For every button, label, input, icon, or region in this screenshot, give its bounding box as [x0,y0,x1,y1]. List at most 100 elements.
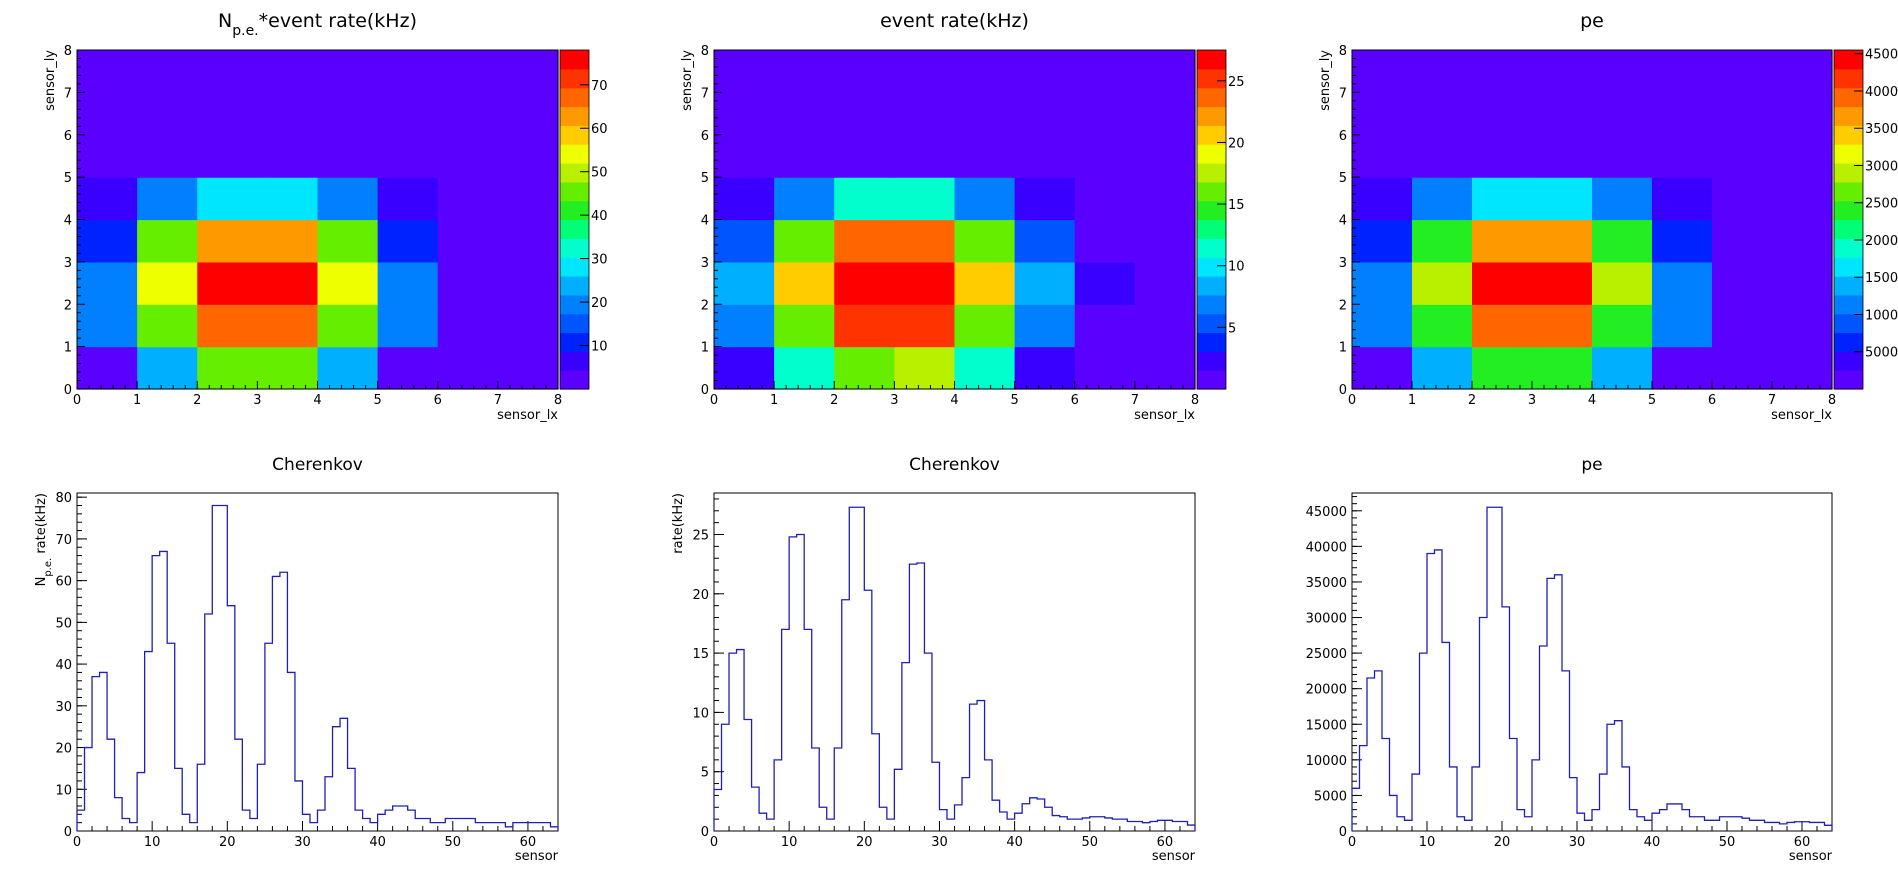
y-tick-label: 10000 [1306,754,1347,769]
x-axis-label: sensor [1152,849,1196,864]
y-tick-label: 3 [701,256,709,271]
y-tick-label: 7 [64,86,72,101]
x-tick-label: 10 [1419,835,1436,850]
heatmap-cell [497,304,559,348]
heatmap-cell [497,134,559,178]
y-tick-label: 30000 [1306,612,1347,627]
x-tick-label: 40 [1644,835,1661,850]
x-axis-label: sensor_lx [1771,408,1832,423]
heatmap-cell [954,134,1016,178]
heatmap-cell [77,92,138,136]
heatmap-cell [437,177,499,221]
x-tick-label: 7 [1131,393,1139,408]
x-tick-label: 3 [253,393,261,408]
y-tick-label: 4 [64,214,72,229]
heatmap-0: 0 1 2 3 4 5 6 7 8012345678sensor_lxsensor_lyNp.e… [43,10,608,423]
heatmap-cell [714,219,775,263]
heatmap-cell [774,92,835,136]
y-tick-label: 6 [1339,129,1347,144]
heatmap-cell [1352,50,1413,93]
x-tick-label: 6 [434,393,442,408]
x-tick-label: 6 [1071,393,1079,408]
color-bar: 5 10 15 20 25 [1196,49,1245,390]
y-tick-label: 5 [64,171,72,186]
heatmap-cell [77,177,138,221]
z-tick-label: 30 [591,253,608,268]
y-tick-label: 15000 [1306,718,1347,733]
heatmap-cell [1134,346,1196,390]
x-tick-label: 20 [1494,835,1511,850]
x-tick-label: 20 [856,835,873,850]
heatmap-cell [497,50,559,93]
heatmap-cell [894,261,956,305]
color-bar-segment [1834,87,1863,108]
heatmap-cell [1772,346,1833,390]
heatmap-cell [1652,219,1713,263]
heatmap-cell [834,92,895,136]
heatmap-cell [894,50,956,93]
x-tick-label: 3 [1528,393,1536,408]
x-axis-label: sensor_lx [1134,408,1195,423]
z-tick-label: 70 [591,79,608,94]
heatmap-cell [317,92,379,136]
heatmap-cell [1134,177,1196,221]
color-bar-segment [560,181,589,202]
heatmap-cell [377,261,439,305]
x-tick-label: 0 [1348,835,1356,850]
z-tick-label: 20 [591,296,608,311]
y-tick-label: 6 [64,129,72,144]
x-axis-label: sensor [1789,849,1833,864]
heatmap-cell [774,50,835,93]
y-tick-label: 0 [64,825,72,840]
color-bar-segment [560,219,589,239]
color-bar-segment [560,370,589,390]
color-bar-segment [560,257,589,277]
chart-title: Cherenkov [909,455,1000,475]
chart-title: Np.e.*event rate(kHz) [218,10,417,39]
y-axis-label: sensor_ly [680,50,695,111]
heatmap-cell [1592,50,1653,93]
heatmap-cell [714,50,775,93]
heatmap-cell [377,219,439,263]
z-tick-label: 5000 [1865,346,1898,361]
heatmap-cell [954,177,1016,221]
heatmap-cell [894,304,956,348]
y-tick-label: 2 [701,298,709,313]
heatmap-cell [377,134,439,178]
y-tick-label: 20 [692,588,709,603]
color-bar-segment [1197,370,1226,390]
heatmap-cell [894,177,956,221]
x-tick-label: 1 [133,393,141,408]
heatmap-cell [714,134,775,178]
heatmap-cell [1532,92,1593,136]
heatmap-cell [954,304,1016,348]
heatmap-cell [714,92,775,136]
color-bar-segment [560,238,589,258]
x-tick-label: 8 [1191,393,1199,408]
heatmap-cell [1352,177,1413,221]
heatmap-cell [1472,304,1533,348]
heatmap-cell [257,177,319,221]
color-bar-segment [1197,125,1226,145]
color-bar-segment [1197,276,1226,296]
heatmap-cell [1712,50,1773,93]
y-tick-label: 8 [701,44,709,59]
heatmap-cell [497,177,559,221]
color-bar-segment [1197,219,1226,239]
x-tick-label: 0 [1348,393,1356,408]
heatmap-cell [1014,50,1076,93]
x-tick-label: 0 [73,393,81,408]
y-tick-label: 7 [701,86,709,101]
color-bar-segment [1834,125,1863,145]
heatmap-cell [497,219,559,263]
y-tick-label: 7 [1339,86,1347,101]
color-bar-segment [1197,106,1226,126]
heatmap-cell [1352,219,1413,263]
heatmap-cell [714,177,775,221]
chart-title: event rate(kHz) [880,10,1029,32]
heatmap-cell [1592,346,1653,390]
color-bar-segment [1834,163,1863,183]
heatmap-cell [954,261,1016,305]
color-bar-segment [1834,257,1863,277]
heatmap-cell [1652,261,1713,305]
